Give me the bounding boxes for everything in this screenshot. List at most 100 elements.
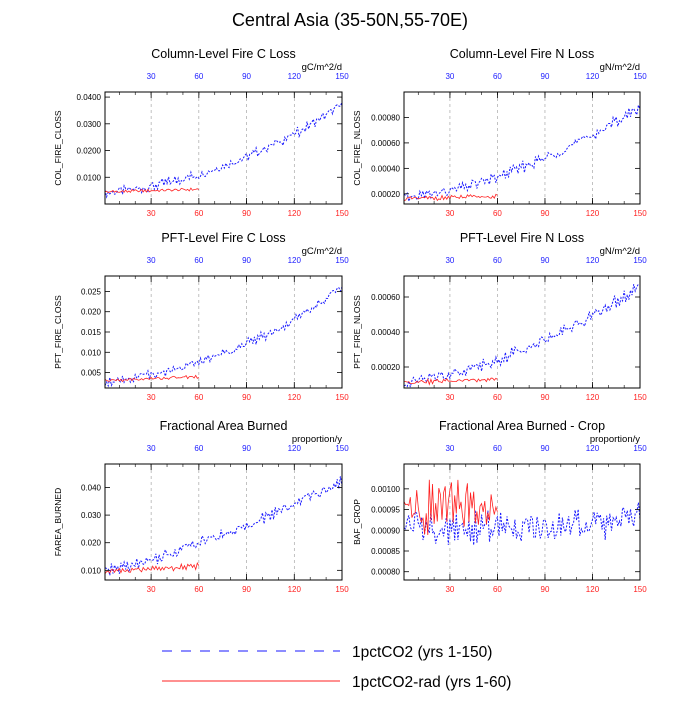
x-tick-label-bottom: 150	[633, 585, 647, 594]
panel-title: PFT-Level Fire N Loss	[460, 231, 584, 245]
x-tick-label-top: 60	[194, 444, 203, 453]
plot-frame	[403, 91, 641, 205]
x-tick-label-bottom: 150	[633, 393, 647, 402]
x-tick-label-bottom: 150	[633, 209, 647, 218]
x-tick-label-top: 60	[493, 256, 502, 265]
x-tick-label-bottom: 120	[586, 209, 600, 218]
y-tick-label: 0.010	[81, 348, 102, 357]
x-tick-label-bottom: 60	[493, 585, 502, 594]
y-tick-label: 0.00040	[371, 328, 400, 337]
x-tick-label-bottom: 30	[445, 585, 454, 594]
panel-5: Fractional Area Burned proportion/y FAREA_…	[53, 419, 349, 594]
y-tick-label: 0.030	[81, 511, 102, 520]
x-tick-label-bottom: 90	[541, 393, 550, 402]
panel-3: PFT-Level Fire C Loss gC/m^2/d PFT_FIRE_CL…	[53, 231, 349, 402]
x-tick-label-top: 90	[541, 72, 550, 81]
y-tick-label: 0.00020	[371, 363, 400, 372]
x-tick-label-top: 150	[335, 444, 349, 453]
x-tick-label-bottom: 60	[493, 393, 502, 402]
y-tick-label: 0.00095	[371, 506, 400, 515]
plot-frame	[104, 463, 343, 581]
x-tick-label-bottom: 30	[147, 585, 156, 594]
x-tick-label-top: 120	[586, 444, 600, 453]
panel-title: Fractional Area Burned	[160, 419, 288, 433]
plot-frame	[403, 275, 641, 389]
y-tick-label: 0.00020	[371, 190, 400, 199]
series-line-1pctco2-rad	[403, 479, 498, 536]
y-tick-label: 0.00080	[371, 568, 400, 577]
plot-frame	[403, 463, 641, 581]
x-tick-label-bottom: 90	[242, 393, 251, 402]
x-tick-label-bottom: 90	[242, 585, 251, 594]
panel-title: PFT-Level Fire C Loss	[161, 231, 285, 245]
series-line-1pctco2-rad	[104, 562, 200, 574]
x-tick-label-top: 90	[242, 72, 251, 81]
y-tick-label: 0.005	[81, 369, 102, 378]
panel-title: Column-Level Fire C Loss	[151, 47, 296, 61]
y-tick-label: 0.00060	[371, 293, 400, 302]
x-tick-label-top: 120	[586, 72, 600, 81]
x-tick-label-top: 150	[633, 444, 647, 453]
y-tick-label: 0.0100	[77, 173, 102, 182]
x-tick-label-top: 30	[147, 256, 156, 265]
x-tick-label-top: 120	[586, 256, 600, 265]
x-tick-label-bottom: 90	[541, 209, 550, 218]
panel-1: Column-Level Fire C Loss gC/m^2/d COL_FIRE…	[53, 47, 349, 218]
x-tick-label-top: 120	[288, 444, 302, 453]
x-tick-label-top: 90	[541, 444, 550, 453]
x-tick-label-bottom: 30	[147, 393, 156, 402]
series-line-1pctco2	[104, 286, 343, 388]
series-line-1pctco2	[403, 502, 641, 546]
y-tick-label: 0.0200	[77, 147, 102, 156]
x-tick-label-bottom: 60	[194, 209, 203, 218]
y-tick-label: 0.00085	[371, 547, 400, 556]
x-tick-label-top: 30	[445, 444, 454, 453]
y-axis-label: COL_FIRE_NLOSS	[352, 110, 362, 185]
x-tick-label-bottom: 120	[288, 209, 302, 218]
y-tick-label: 0.0400	[77, 93, 102, 102]
y-tick-label: 0.00040	[371, 164, 400, 173]
x-tick-label-bottom: 120	[586, 585, 600, 594]
x-tick-label-top: 150	[633, 256, 647, 265]
y-tick-label: 0.0300	[77, 120, 102, 129]
legend: 1pctCO2 (yrs 1-150) 1pctCO2-rad (yrs 1-60…	[162, 644, 511, 691]
legend-label: 1pctCO2-rad (yrs 1-60)	[352, 674, 511, 691]
series-line-1pctco2-rad	[404, 377, 498, 386]
y-axis-label: BAF_CROP	[352, 499, 362, 545]
x-tick-label-bottom: 30	[445, 393, 454, 402]
panel-title: Column-Level Fire N Loss	[450, 47, 595, 61]
y-tick-label: 0.010	[81, 566, 102, 575]
x-tick-label-bottom: 120	[586, 393, 600, 402]
plot-frame	[104, 91, 343, 205]
x-tick-label-bottom: 60	[194, 585, 203, 594]
x-tick-label-bottom: 60	[194, 393, 203, 402]
y-tick-label: 0.040	[81, 483, 102, 492]
y-tick-label: 0.00060	[371, 139, 400, 148]
panel-units: gC/m^2/d	[302, 246, 342, 257]
panel-units: gC/m^2/d	[302, 62, 342, 73]
panel-units: gN/m^2/d	[600, 62, 640, 73]
y-tick-label: 0.025	[81, 287, 102, 296]
x-tick-label-top: 60	[194, 72, 203, 81]
x-tick-label-bottom: 120	[288, 393, 302, 402]
x-tick-label-top: 30	[147, 444, 156, 453]
y-tick-label: 0.00090	[371, 526, 400, 535]
panel-2: Column-Level Fire N Loss gN/m^2/d COL_FIRE…	[352, 47, 647, 218]
x-tick-label-bottom: 30	[445, 209, 454, 218]
series-line-1pctco2	[403, 104, 641, 204]
x-tick-label-top: 150	[335, 256, 349, 265]
y-axis-label: PFT_FIRE_CLOSS	[53, 295, 63, 369]
x-tick-label-bottom: 90	[242, 209, 251, 218]
y-axis-label: FAREA_BURNED	[53, 488, 63, 557]
y-tick-label: 0.00100	[371, 485, 400, 494]
x-tick-label-top: 60	[493, 444, 502, 453]
panel-title: Fractional Area Burned - Crop	[439, 419, 605, 433]
x-tick-label-top: 150	[633, 72, 647, 81]
panel-6: Fractional Area Burned - Cropproportion/…	[352, 419, 647, 594]
x-tick-label-top: 90	[242, 256, 251, 265]
series-line-1pctco2	[104, 101, 343, 199]
y-tick-label: 0.020	[81, 539, 102, 548]
series-line-1pctco2-rad	[104, 187, 200, 194]
